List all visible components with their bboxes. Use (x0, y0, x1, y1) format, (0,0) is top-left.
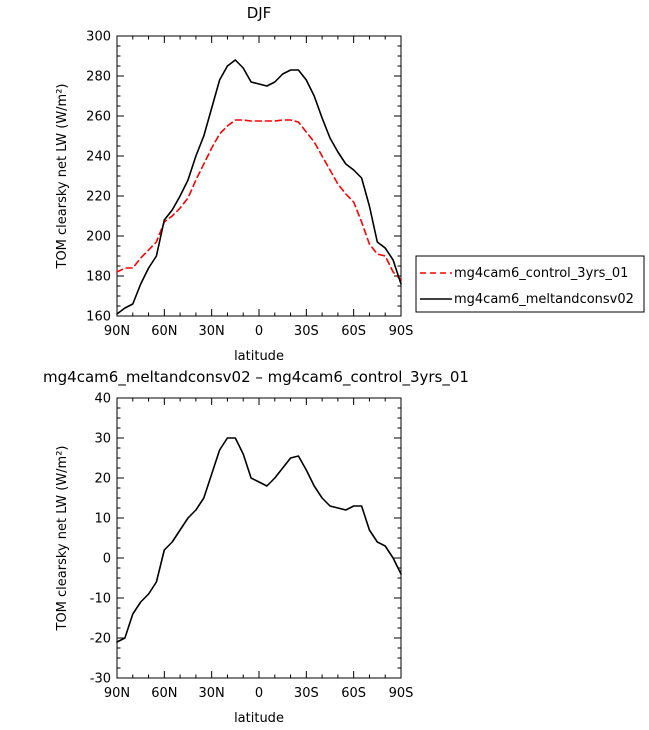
bottom-xtick-label: 60S (341, 686, 366, 701)
bottom-xtick-label: 30S (294, 686, 319, 701)
bottom-ytick-label: -10 (90, 592, 111, 607)
bottom-series-line-difference (116, 437, 402, 643)
top-ytick-label: 260 (86, 110, 111, 125)
top-ytick-label: 160 (86, 310, 111, 325)
bottom-ytick-label: 30 (94, 432, 111, 447)
top-xtick-label: 60N (151, 324, 177, 339)
legend-box (415, 255, 645, 313)
bottom-chart-ticks: -30 -20 -10 0 10 20 30 40 90N 60N 30N 0 30S 60S 90S (90, 392, 414, 702)
bottom-xtick-label: 90S (389, 686, 414, 701)
bottom-xtick-label: 30N (199, 686, 225, 701)
top-series-line-mg4cam6-control-3yrs-01 (116, 119, 402, 281)
top-chart: DJF 160 180 200 220 240 260 280 300 90N 60N 30N 0 30… (55, 4, 413, 364)
top-xtick-label: 30N (199, 324, 225, 339)
top-ytick-label: 220 (86, 190, 111, 205)
bottom-ytick-label: 20 (94, 472, 111, 487)
top-ytick-label: 280 (86, 70, 111, 85)
top-series-line-mg4cam6-meltandconsv02 (116, 59, 402, 315)
bottom-ytick-label: -30 (90, 672, 111, 687)
bottom-ytick-label: 40 (94, 392, 111, 407)
top-xtick-label: 60S (341, 324, 366, 339)
top-chart-lines (116, 59, 402, 315)
bottom-xtick-label: 90N (104, 686, 130, 701)
bottom-ytick-label: -20 (90, 632, 111, 647)
bottom-chart-xlabel: latitude (234, 711, 284, 726)
bottom-ytick-label: 10 (94, 512, 111, 527)
bottom-ytick-label: 0 (103, 552, 111, 567)
bottom-xtick-label: 0 (255, 686, 263, 701)
top-ytick-label: 200 (86, 230, 111, 245)
bottom-chart: mg4cam6_meltandconsv02 – mg4cam6_control… (43, 368, 469, 726)
top-chart-ylabel: TOM clearsky net LW (W/m²) (55, 83, 70, 269)
bottom-chart-frame (116, 397, 402, 679)
top-chart-xlabel: latitude (234, 349, 284, 364)
top-chart-ticks: 160 180 200 220 240 260 280 300 90N 60N 30N 0 30S 60S… (86, 30, 413, 340)
top-chart-frame (116, 35, 402, 317)
top-chart-legend: mg4cam6_control_3yrs_01 mg4cam6_meltandc… (415, 255, 645, 313)
top-chart-title: DJF (247, 4, 272, 22)
top-ytick-label: 300 (86, 30, 111, 45)
top-ytick-label: 180 (86, 270, 111, 285)
top-xtick-label: 90N (104, 324, 130, 339)
legend-label-control: mg4cam6_control_3yrs_01 (454, 266, 628, 281)
legend-label-meltandconsv02: mg4cam6_meltandconsv02 (454, 292, 634, 307)
bottom-xtick-label: 60N (151, 686, 177, 701)
top-ytick-label: 240 (86, 150, 111, 165)
bottom-chart-ylabel: TOM clearsky net LW (W/m²) (55, 445, 70, 631)
bottom-chart-lines (116, 437, 402, 643)
top-xtick-label: 0 (255, 324, 263, 339)
top-xtick-label: 30S (294, 324, 319, 339)
top-xtick-label: 90S (389, 324, 414, 339)
bottom-chart-title: mg4cam6_meltandconsv02 – mg4cam6_control… (43, 368, 469, 387)
